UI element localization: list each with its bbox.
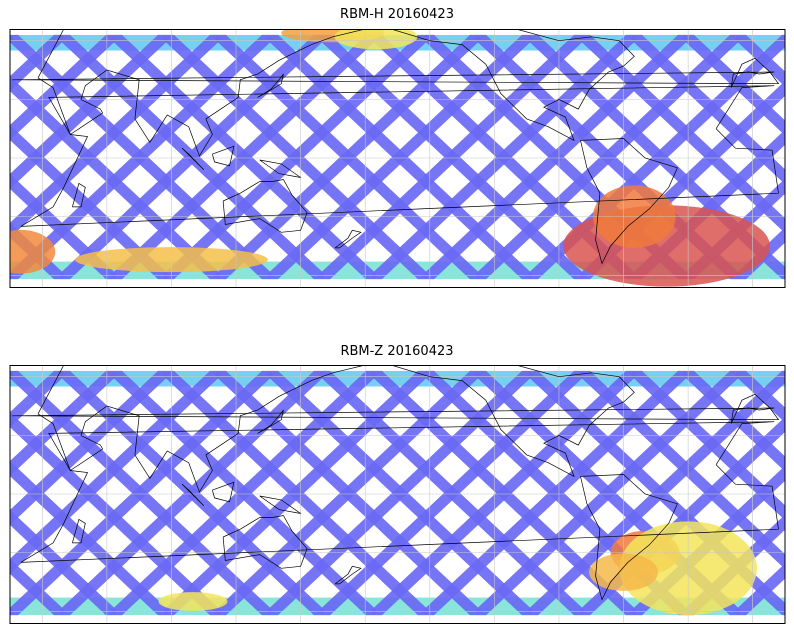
coastline <box>181 147 205 170</box>
coastline <box>390 365 635 478</box>
swath-track <box>790 371 794 615</box>
coastline <box>212 145 235 167</box>
high-dose-region <box>158 592 228 611</box>
swath-track <box>266 366 534 620</box>
swath-track <box>266 30 534 284</box>
coastline <box>580 474 678 601</box>
swath-track <box>10 366 170 526</box>
swath-track <box>734 366 785 423</box>
no-data-bottom <box>10 279 785 287</box>
swath-track <box>10 173 118 284</box>
swath-track <box>162 30 430 284</box>
coastline <box>12 57 780 88</box>
panel-title-top: RBM-H 20160423 <box>340 7 454 22</box>
swath-track <box>10 366 66 428</box>
coastline <box>20 85 779 227</box>
swath-track <box>10 370 14 379</box>
map-content <box>10 365 794 623</box>
coastline <box>20 421 779 563</box>
coastline <box>334 229 362 249</box>
map-panel-top <box>9 29 794 288</box>
swath-track <box>10 366 118 477</box>
high-dose-region <box>334 29 418 50</box>
swath-track <box>110 30 378 284</box>
map-frame <box>9 365 786 624</box>
swath-track <box>10 34 14 43</box>
no-data-bottom <box>10 615 785 623</box>
map-content <box>10 29 794 287</box>
coastline <box>37 29 366 157</box>
swath-track <box>10 30 222 238</box>
coastline <box>222 515 308 569</box>
coastline <box>580 138 678 265</box>
coastline <box>257 409 284 434</box>
coastline <box>334 565 362 585</box>
swath-track <box>474 366 742 620</box>
coastline <box>257 73 284 98</box>
swath-track <box>10 30 274 284</box>
swath-track <box>10 366 222 574</box>
swath-track <box>10 30 66 92</box>
swath-track <box>422 366 690 620</box>
coastline <box>390 29 635 142</box>
swath-track <box>422 30 690 284</box>
swath-track <box>734 227 785 284</box>
swath-track <box>10 30 118 141</box>
swath-track <box>734 563 785 620</box>
swath-track <box>10 558 66 620</box>
swath-track <box>682 366 785 472</box>
swath-track <box>10 509 118 620</box>
map-panel-bottom <box>9 365 794 624</box>
swath-track <box>370 366 638 620</box>
coastline <box>259 159 301 178</box>
swath-track <box>10 366 274 620</box>
coastline <box>72 182 86 208</box>
swath-track <box>790 35 794 279</box>
coastline <box>181 483 205 506</box>
swath-track <box>10 607 14 616</box>
swath-track <box>734 30 785 87</box>
panel-title-bottom: RBM-Z 20160423 <box>340 344 454 359</box>
coastline <box>222 179 308 233</box>
swath-track <box>110 366 378 620</box>
coastline <box>212 481 235 503</box>
swath-track <box>526 368 785 620</box>
swath-track <box>790 35 794 279</box>
swath-track <box>162 366 430 620</box>
swath-track <box>682 30 785 136</box>
swath-track <box>10 271 14 280</box>
swath-track <box>790 371 794 615</box>
coastline <box>259 495 301 514</box>
coastline <box>37 365 366 493</box>
no-data-top <box>10 365 785 371</box>
map-frame <box>9 29 786 288</box>
high-dose-region <box>10 229 56 274</box>
swath-track <box>474 30 742 284</box>
swath-track <box>10 30 170 190</box>
swath-track <box>370 30 638 284</box>
coastline <box>72 518 86 544</box>
coastline <box>12 393 780 424</box>
